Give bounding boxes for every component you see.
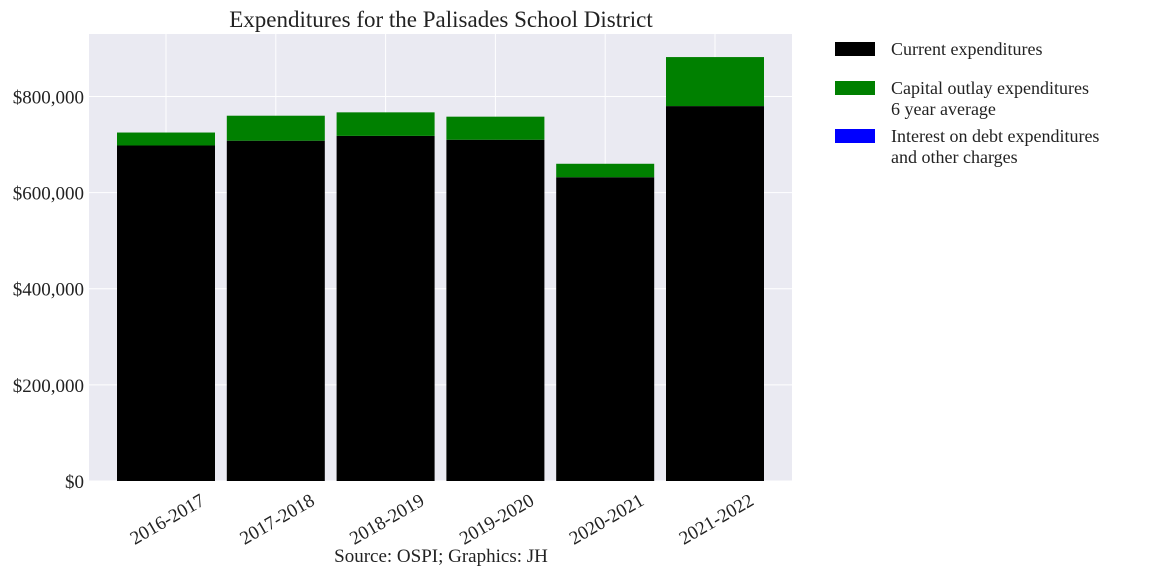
legend-swatch: [835, 81, 875, 95]
x-axis-ticks: 2016-2017 2017-2018 2018-2019 2019-2020 2020…: [127, 490, 758, 549]
legend-label: Interest on debt expenditures and other c…: [891, 126, 1099, 167]
bar-segment: [446, 116, 545, 140]
y-tick-label: $400,000: [13, 280, 84, 301]
x-tick-label: 2019-2020: [456, 490, 538, 549]
bars: [117, 57, 764, 482]
chart-title: Expenditures for the Palisades School Di…: [229, 7, 653, 32]
bar-segment: [446, 139, 545, 481]
bar-segment: [226, 140, 325, 481]
y-tick-label: $0: [65, 472, 84, 493]
bar-segment: [226, 115, 325, 141]
bar-segment: [666, 106, 764, 481]
legend-swatch: [835, 129, 875, 143]
legend-swatch: [835, 42, 875, 56]
y-axis-ticks: $0 $200,000 $400,000 $600,000 $800,000: [13, 87, 84, 493]
bar-segment: [336, 135, 435, 481]
x-tick-label: 2018-2019: [346, 490, 428, 549]
legend-label: Current expenditures: [891, 39, 1042, 59]
bar-segment: [556, 177, 655, 482]
bar-segment: [336, 112, 435, 136]
legend-label: Capital outlay expenditures 6 year averag…: [891, 78, 1089, 119]
x-tick-label: 2016-2017: [127, 490, 209, 549]
bar-segment: [117, 132, 215, 146]
y-tick-label: $600,000: [13, 184, 84, 205]
bar-segment: [556, 163, 655, 178]
source-caption: Source: OSPI; Graphics: JH: [334, 546, 548, 567]
x-tick-label: 2021-2022: [676, 490, 758, 549]
y-tick-label: $200,000: [13, 376, 84, 397]
bar-segment: [117, 145, 215, 481]
x-tick-label: 2017-2018: [237, 490, 319, 549]
y-tick-label: $800,000: [13, 87, 84, 108]
bar-segment: [666, 57, 764, 107]
x-tick-label: 2020-2021: [566, 490, 648, 549]
legend: Current expenditures Capital outlay expen…: [835, 39, 1099, 167]
